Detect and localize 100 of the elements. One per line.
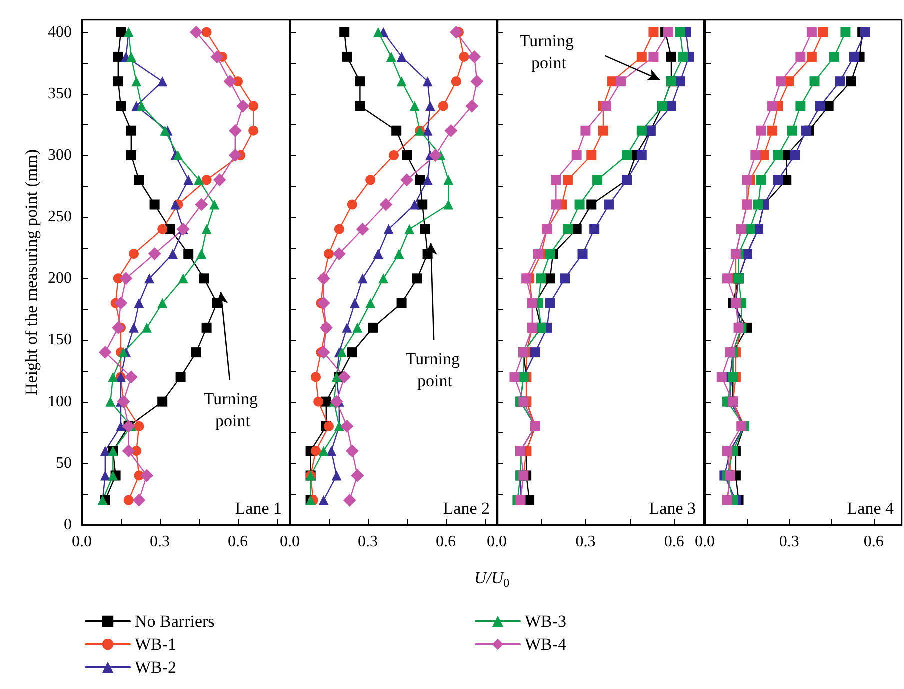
point <box>574 200 585 210</box>
point <box>213 174 226 187</box>
point <box>202 27 212 38</box>
point <box>351 469 364 482</box>
point <box>118 348 129 358</box>
point <box>429 148 442 162</box>
point <box>210 200 220 210</box>
point <box>108 372 118 382</box>
legend-label: WB-4 <box>525 635 568 654</box>
point <box>191 348 202 358</box>
point <box>722 274 733 284</box>
point <box>849 52 860 62</box>
point <box>425 101 436 112</box>
point <box>459 52 470 62</box>
point <box>116 421 126 432</box>
point <box>358 274 368 284</box>
annotation: Lane 1 <box>235 499 282 518</box>
x-tick-label: 0.6 <box>228 534 248 550</box>
point <box>178 274 188 284</box>
point <box>326 446 337 456</box>
point <box>140 469 154 482</box>
point <box>158 298 168 308</box>
point <box>592 175 603 186</box>
point <box>468 50 482 64</box>
point <box>202 224 212 234</box>
y-axis-title: Height of the measuring point (mm) <box>22 150 41 396</box>
x-tick-label: 0.0 <box>487 534 507 550</box>
point <box>124 495 134 506</box>
x-tick-label: 0.3 <box>358 534 378 550</box>
x-tick-label: 0.6 <box>664 534 684 550</box>
point <box>796 101 806 112</box>
point <box>450 26 463 39</box>
annotation: Turning point <box>204 390 262 430</box>
point <box>342 52 352 62</box>
point <box>389 150 399 160</box>
point <box>202 322 212 333</box>
point <box>384 224 394 234</box>
point <box>806 52 817 62</box>
point <box>347 348 358 358</box>
point <box>776 76 786 87</box>
point <box>120 272 133 286</box>
y-tick-label: 50 <box>56 454 72 472</box>
point <box>768 126 778 136</box>
point <box>158 224 168 234</box>
point <box>420 224 430 234</box>
point <box>368 322 378 333</box>
point <box>196 249 207 260</box>
point <box>601 101 612 112</box>
point <box>586 150 597 160</box>
point <box>332 470 342 481</box>
point <box>545 298 556 308</box>
point <box>100 470 110 481</box>
point <box>722 446 733 456</box>
point <box>622 150 632 160</box>
point <box>404 224 415 234</box>
point <box>124 370 138 384</box>
point <box>380 198 393 212</box>
point <box>444 200 454 210</box>
point <box>572 150 582 160</box>
point <box>736 421 747 432</box>
point <box>355 101 366 112</box>
y-tick-label: 350 <box>48 85 72 102</box>
point <box>616 76 626 87</box>
point <box>132 494 146 507</box>
point <box>346 444 359 458</box>
point <box>716 372 727 382</box>
legend-label: WB-3 <box>525 612 567 631</box>
point <box>756 126 766 136</box>
point <box>572 224 582 234</box>
point <box>210 50 224 64</box>
point <box>415 175 425 186</box>
point <box>317 296 330 310</box>
y-tick-label: 300 <box>48 146 72 164</box>
point <box>136 101 147 112</box>
point <box>562 175 573 186</box>
point <box>790 150 800 160</box>
point <box>150 200 160 210</box>
point <box>860 27 870 38</box>
point <box>396 76 407 87</box>
point <box>756 175 766 186</box>
point <box>422 175 433 186</box>
point <box>332 248 346 261</box>
point <box>742 175 752 186</box>
point <box>373 27 384 38</box>
point <box>228 148 242 162</box>
annotation: Turning point <box>406 350 464 390</box>
legend-label: WB-2 <box>135 658 177 677</box>
point <box>598 126 608 136</box>
point <box>586 200 597 210</box>
point <box>551 175 562 186</box>
point <box>580 126 591 136</box>
point <box>410 101 420 112</box>
point <box>750 150 761 160</box>
point <box>773 150 784 160</box>
point <box>158 76 168 87</box>
point <box>106 396 116 407</box>
point <box>664 27 674 38</box>
y-tick-label: 100 <box>48 393 72 410</box>
point <box>129 249 139 260</box>
point <box>170 200 181 210</box>
